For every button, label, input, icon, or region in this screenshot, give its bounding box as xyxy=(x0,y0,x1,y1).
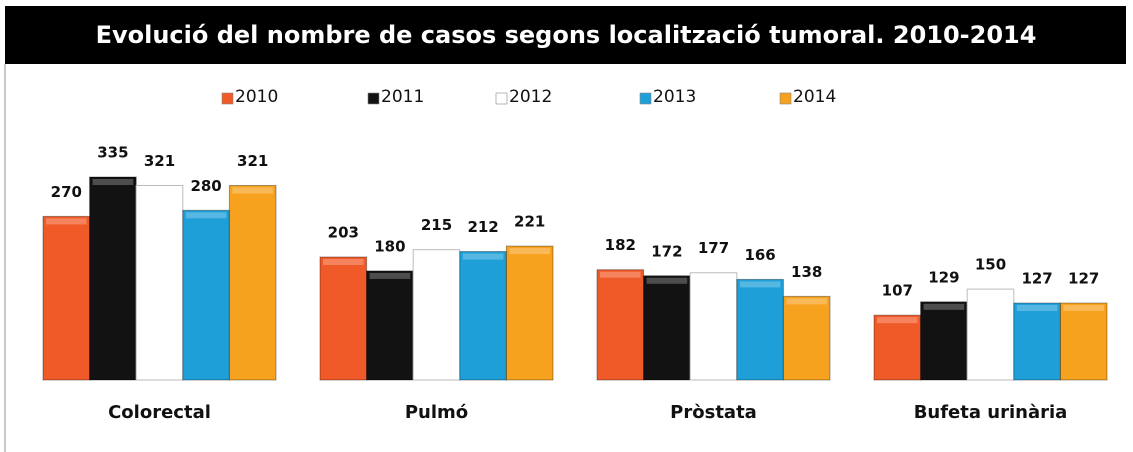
bar-bevel xyxy=(970,291,1011,298)
data-label: 280 xyxy=(190,177,221,195)
bar-bevel xyxy=(1063,305,1104,312)
data-label: 107 xyxy=(882,282,913,300)
bar-bevel xyxy=(786,298,827,305)
bar xyxy=(505,245,554,381)
x-tick-label: Colorectal xyxy=(108,402,211,423)
bar xyxy=(412,249,461,381)
x-tick-label: Bufeta urinària xyxy=(914,402,1068,423)
bar xyxy=(1013,302,1061,381)
bar xyxy=(689,272,738,381)
data-label: 166 xyxy=(744,246,775,264)
bar-bevel xyxy=(323,258,364,265)
legend-swatch xyxy=(367,92,380,105)
legend-label: 2012 xyxy=(509,87,552,107)
bar xyxy=(459,251,507,381)
bar xyxy=(920,301,968,381)
data-label: 335 xyxy=(97,144,128,162)
legend-label: 2010 xyxy=(235,87,278,107)
data-label: 129 xyxy=(928,268,959,286)
bar-bevel xyxy=(92,179,134,185)
x-tick-label: Pròstata xyxy=(670,402,757,423)
legend-swatch xyxy=(639,92,652,105)
data-label: 138 xyxy=(791,263,822,281)
bar xyxy=(736,278,784,381)
bar xyxy=(319,256,368,381)
bar xyxy=(228,184,277,381)
legend-label: 2014 xyxy=(793,87,836,107)
bar-bevel xyxy=(739,281,781,288)
chart-title: Evolució del nombre de casos segons loca… xyxy=(96,21,1037,49)
bar xyxy=(966,288,1015,381)
bar xyxy=(1059,302,1108,381)
legend-swatch xyxy=(221,92,234,105)
bar-bevel xyxy=(416,251,457,258)
data-label: 172 xyxy=(651,242,682,260)
bar xyxy=(782,295,831,381)
bar xyxy=(643,275,691,381)
data-label: 270 xyxy=(51,183,82,201)
title-bar xyxy=(5,6,1126,64)
bar-bevel xyxy=(923,303,965,310)
bar xyxy=(596,269,645,381)
data-label: 127 xyxy=(1068,270,1099,288)
bar-bevel xyxy=(877,317,918,324)
bar xyxy=(42,215,91,381)
legend-swatch xyxy=(495,92,508,105)
legend-label: 2013 xyxy=(653,87,696,107)
data-label: 182 xyxy=(605,236,636,254)
bar xyxy=(135,184,184,381)
x-tick-label: Pulmó xyxy=(405,402,468,423)
legend-label: 2011 xyxy=(381,87,424,107)
bar-bevel xyxy=(46,218,87,225)
data-label: 321 xyxy=(144,152,175,170)
bar-bevel xyxy=(185,212,227,219)
bar-bevel xyxy=(600,271,641,278)
data-label: 150 xyxy=(975,256,1006,274)
bar-bevel xyxy=(232,187,273,194)
data-label: 177 xyxy=(698,239,729,257)
legend-swatch xyxy=(779,92,792,105)
bar-bevel xyxy=(693,274,734,281)
data-label: 215 xyxy=(421,216,452,234)
bar xyxy=(89,176,137,381)
bar-bevel xyxy=(646,277,688,284)
bar-bevel xyxy=(369,272,411,279)
data-label: 180 xyxy=(374,237,405,255)
bar xyxy=(366,270,414,381)
bar-bevel xyxy=(509,248,550,255)
data-label: 212 xyxy=(467,218,498,236)
data-label: 221 xyxy=(514,213,545,231)
data-label: 127 xyxy=(1021,270,1052,288)
bar xyxy=(182,209,230,381)
bar-bevel xyxy=(1016,305,1058,312)
data-label: 203 xyxy=(328,223,359,241)
bar-bevel xyxy=(462,253,504,260)
data-label: 321 xyxy=(237,152,268,170)
bar-bevel xyxy=(139,187,180,194)
bar xyxy=(873,314,922,381)
